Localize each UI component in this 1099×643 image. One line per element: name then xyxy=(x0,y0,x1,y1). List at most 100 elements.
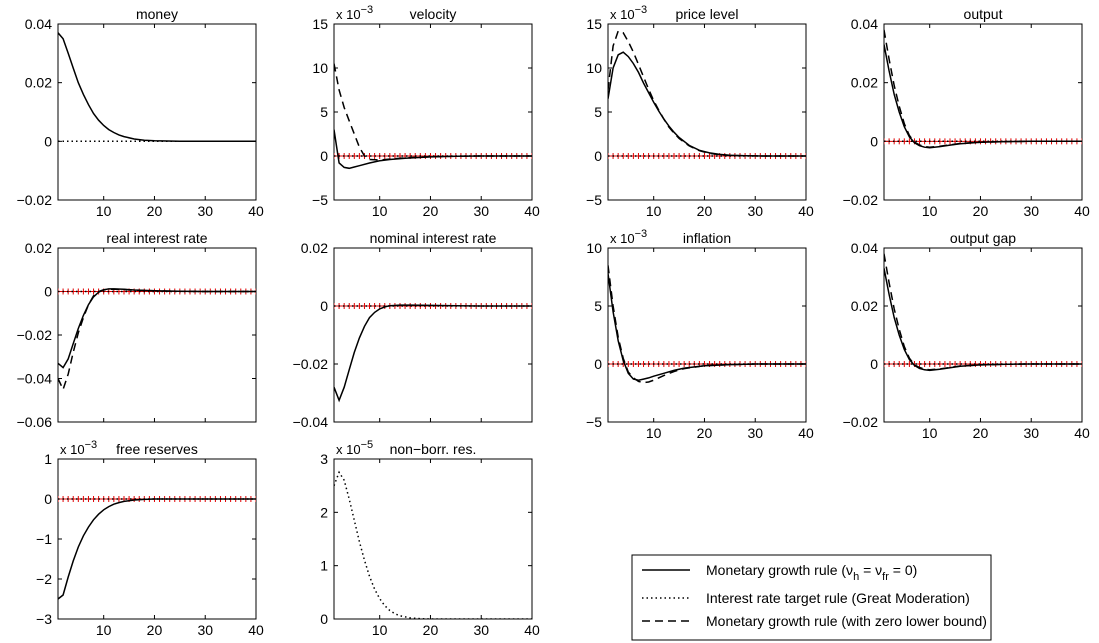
x-tick-label: 20 xyxy=(973,203,989,219)
y-tick-label: 15 xyxy=(586,16,602,32)
y-tick-label: −3 xyxy=(36,611,52,627)
x-tick-label: 30 xyxy=(747,425,763,441)
x-tick-label: 30 xyxy=(747,203,763,219)
series-solid xyxy=(334,304,532,403)
x-tick-label: 40 xyxy=(798,203,814,219)
panel-non-borr-res-: 0 1 2 3 10 20 30 40 non−borr. res. x 10−5 xyxy=(320,439,540,638)
panel-free-reserves: −3 −2 −1 0 1 10 20 30 40 free reserves x 10−3 xyxy=(36,439,264,638)
panel-title: inflation xyxy=(683,230,731,246)
x-tick-label: 30 xyxy=(1023,203,1039,219)
y-tick-label: 0 xyxy=(320,611,328,627)
panel-title: velocity xyxy=(410,6,457,22)
x-tick-label: 40 xyxy=(524,203,540,219)
y-tick-label: −0.02 xyxy=(293,356,329,372)
y-tick-label: 0.02 xyxy=(851,298,878,314)
axes-box xyxy=(333,247,533,423)
y-tick-label: 0 xyxy=(594,356,602,372)
x-tick-label: 30 xyxy=(197,203,213,219)
x-tick-label: 30 xyxy=(473,203,489,219)
panel-title: free reserves xyxy=(116,441,198,457)
series-dashed xyxy=(608,265,806,384)
x-tick-label: 10 xyxy=(922,425,938,441)
y-tick-label: 0 xyxy=(320,298,328,314)
y-tick-label: −1 xyxy=(36,531,52,547)
x-tick-label: 40 xyxy=(524,622,540,638)
y-tick-label: −0.02 xyxy=(843,192,879,208)
panel-inflation: −5 0 5 10 10 20 30 40 inflation x 10−3 xyxy=(586,228,814,441)
axes-box xyxy=(57,458,257,620)
y-tick-label: 0 xyxy=(870,133,878,149)
panel-title: price level xyxy=(675,6,738,22)
x-tick-label: 10 xyxy=(372,203,388,219)
panel-title: real interest rate xyxy=(106,230,207,246)
axes-box xyxy=(333,458,533,620)
y-tick-label: 3 xyxy=(320,451,328,467)
y-tick-label: −0.02 xyxy=(17,327,53,343)
panel-price-level: −5 0 5 10 15 10 20 30 40 price level x 10−3 xyxy=(586,4,814,219)
x-tick-label: 20 xyxy=(973,425,989,441)
y-tick-label: 0 xyxy=(320,148,328,164)
x-tick-label: 10 xyxy=(96,203,112,219)
axes-box xyxy=(607,247,807,423)
y-tick-label: −0.04 xyxy=(17,371,53,387)
x-tick-label: 40 xyxy=(248,622,264,638)
x-tick-label: 30 xyxy=(1023,425,1039,441)
scale-exponent: x 10−3 xyxy=(610,4,647,22)
y-tick-label: 0.04 xyxy=(851,240,878,256)
x-tick-label: 20 xyxy=(697,425,713,441)
y-tick-label: 15 xyxy=(312,16,328,32)
y-tick-label: 0.02 xyxy=(301,240,328,256)
panel-title: non−borr. res. xyxy=(390,441,477,457)
legend-label-solid: Monetary growth rule (νh = νfr = 0) xyxy=(706,562,917,583)
axes-box xyxy=(883,247,1083,423)
x-tick-label: 10 xyxy=(646,425,662,441)
x-tick-label: 40 xyxy=(248,203,264,219)
x-tick-label: 40 xyxy=(798,425,814,441)
axes-box xyxy=(883,23,1083,201)
panel-real-interest-rate: −0.06 −0.04 −0.02 0 0.02 real interest rate xyxy=(17,230,257,430)
panel-title: money xyxy=(136,6,178,22)
y-tick-label: 0.02 xyxy=(25,75,52,91)
x-tick-label: 30 xyxy=(197,622,213,638)
y-tick-label: −0.04 xyxy=(293,414,329,430)
scale-exponent: x 10−5 xyxy=(336,439,373,457)
scale-exponent: x 10−3 xyxy=(610,228,647,246)
y-tick-label: 2 xyxy=(320,504,328,520)
y-tick-label: −5 xyxy=(586,414,602,430)
series-dashed xyxy=(608,30,806,157)
x-tick-label: 10 xyxy=(96,622,112,638)
y-tick-label: 0.02 xyxy=(851,75,878,91)
y-tick-label: 5 xyxy=(320,104,328,120)
legend-box xyxy=(631,554,992,641)
y-tick-label: 0 xyxy=(44,284,52,300)
x-tick-label: 40 xyxy=(1074,425,1090,441)
panel-output-gap: −0.02 0 0.02 0.04 10 20 30 40 output gap xyxy=(843,230,1090,441)
x-tick-label: 20 xyxy=(697,203,713,219)
x-tick-label: 20 xyxy=(423,203,439,219)
x-tick-label: 10 xyxy=(646,203,662,219)
y-tick-label: −5 xyxy=(586,192,602,208)
y-tick-label: −5 xyxy=(312,192,328,208)
y-tick-label: −0.02 xyxy=(17,192,53,208)
y-tick-label: 10 xyxy=(586,240,602,256)
y-tick-label: 0.04 xyxy=(851,16,878,32)
y-tick-label: 0.02 xyxy=(25,240,52,256)
legend: Monetary growth rule (νh = νfr = 0) Inte… xyxy=(631,554,992,641)
y-tick-label: −0.06 xyxy=(17,414,53,430)
series-dashed xyxy=(884,253,1082,371)
panel-title: output xyxy=(964,6,1003,22)
series-solid xyxy=(58,498,256,600)
panel-title: output gap xyxy=(950,230,1016,246)
panel-velocity: −5 0 5 10 15 10 20 30 40 velocity x 10−3 xyxy=(312,4,540,219)
y-tick-label: 0 xyxy=(870,356,878,372)
y-tick-label: 10 xyxy=(586,60,602,76)
x-tick-label: 10 xyxy=(922,203,938,219)
y-tick-label: 10 xyxy=(312,60,328,76)
y-tick-label: 5 xyxy=(594,298,602,314)
y-tick-label: 1 xyxy=(44,451,52,467)
panel-title: nominal interest rate xyxy=(370,230,497,246)
panel-nominal-interest-rate: −0.04 −0.02 0 0.02 nominal interest rate xyxy=(293,230,533,430)
panel-output: −0.02 0 0.02 0.04 10 20 30 40 output xyxy=(843,6,1090,219)
x-tick-label: 30 xyxy=(473,622,489,638)
panel-money: −0.02 0 0.02 0.04 10 20 30 40 money xyxy=(17,6,264,219)
